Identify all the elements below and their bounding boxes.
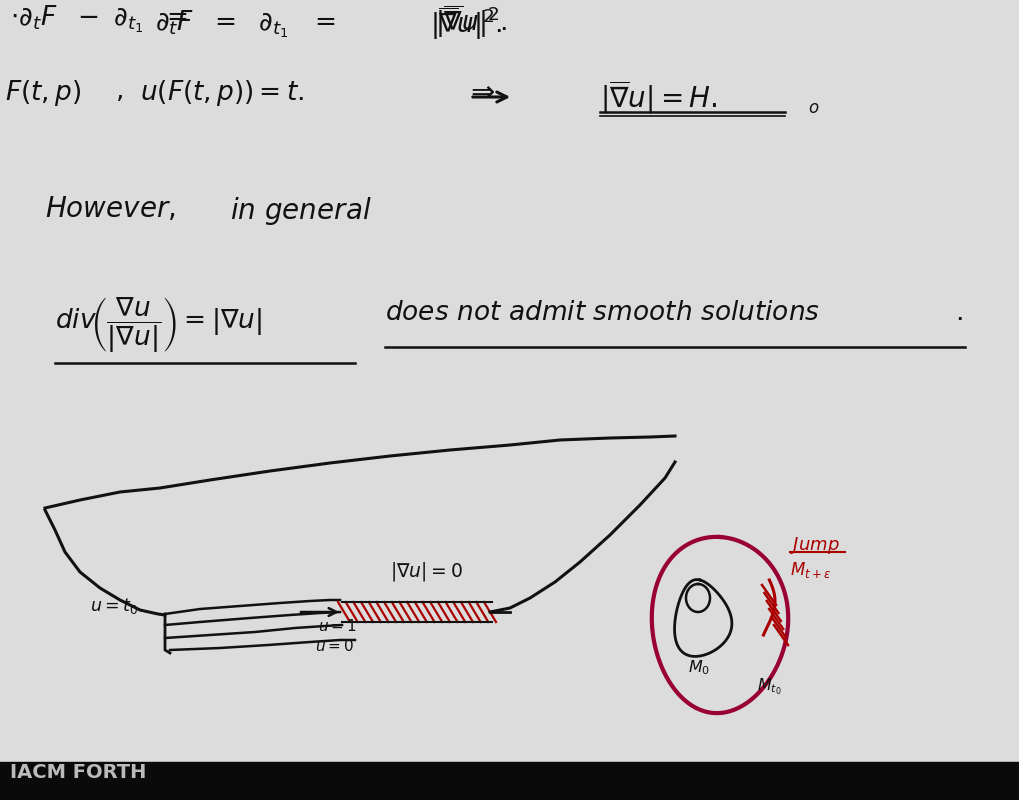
- Text: $in\ general$: $in\ general$: [229, 195, 371, 227]
- Text: $o$: $o$: [807, 100, 818, 117]
- Text: $Jump$: $Jump$: [790, 535, 839, 556]
- Text: $u=t_0$: $u=t_0$: [90, 596, 138, 616]
- Text: $\ \ \ \ \ \ \ \ \ \ \ \ \ \ \ \ \ \ =\ $: $\ \ \ \ \ \ \ \ \ \ \ \ \ \ \ \ \ \ =\ …: [155, 8, 335, 33]
- Text: $|\overline{\nabla} u|^2.$: $|\overline{\nabla} u|^2.$: [434, 3, 507, 39]
- Text: $u=0$: $u=0$: [315, 638, 354, 654]
- Text: $F(t,p)$: $F(t,p)$: [5, 78, 81, 108]
- Text: $.$: $.$: [954, 300, 962, 325]
- Text: $,$: $,$: [115, 78, 122, 103]
- Text: $M_0$: $M_0$: [688, 658, 709, 677]
- Text: $u(F(t,p)) = t.$: $u(F(t,p)) = t.$: [140, 78, 304, 108]
- Text: $does\ not\ admit\ smooth\ solutions$: $does\ not\ admit\ smooth\ solutions$: [384, 300, 819, 325]
- Bar: [0, 762, 1019, 800]
- Text: $div\!\left(\dfrac{\nabla u}{|\nabla u|}\right) = |\nabla u|$: $div\!\left(\dfrac{\nabla u}{|\nabla u|}…: [55, 295, 262, 354]
- Text: IACM FORTH: IACM FORTH: [10, 763, 147, 782]
- Text: $\Rightarrow$: $\Rightarrow$: [465, 78, 495, 106]
- Text: $M_{t_0}$: $M_{t_0}$: [756, 676, 781, 697]
- Text: $u=1$: $u=1$: [318, 618, 357, 634]
- Text: $|\overline{\nabla} u| = H.$: $|\overline{\nabla} u| = H.$: [599, 78, 717, 116]
- Text: $\partial_t F\ \ =\ \ \partial_{t_1}$: $\partial_t F\ \ =\ \ \partial_{t_1}$: [155, 8, 288, 40]
- Text: $However,$: $However,$: [45, 195, 175, 223]
- Text: $|\nabla u|=0$: $|\nabla u|=0$: [389, 560, 463, 583]
- Text: $|\overline{\nabla} u|^2.$: $|\overline{\nabla} u|^2.$: [430, 5, 502, 42]
- Text: $\cdot\partial_t F\ \ -\ \partial_{t_1}\ \ =$: $\cdot\partial_t F\ \ -\ \partial_{t_1}\…: [10, 3, 187, 34]
- Text: $M_{t+\varepsilon}$: $M_{t+\varepsilon}$: [790, 560, 830, 580]
